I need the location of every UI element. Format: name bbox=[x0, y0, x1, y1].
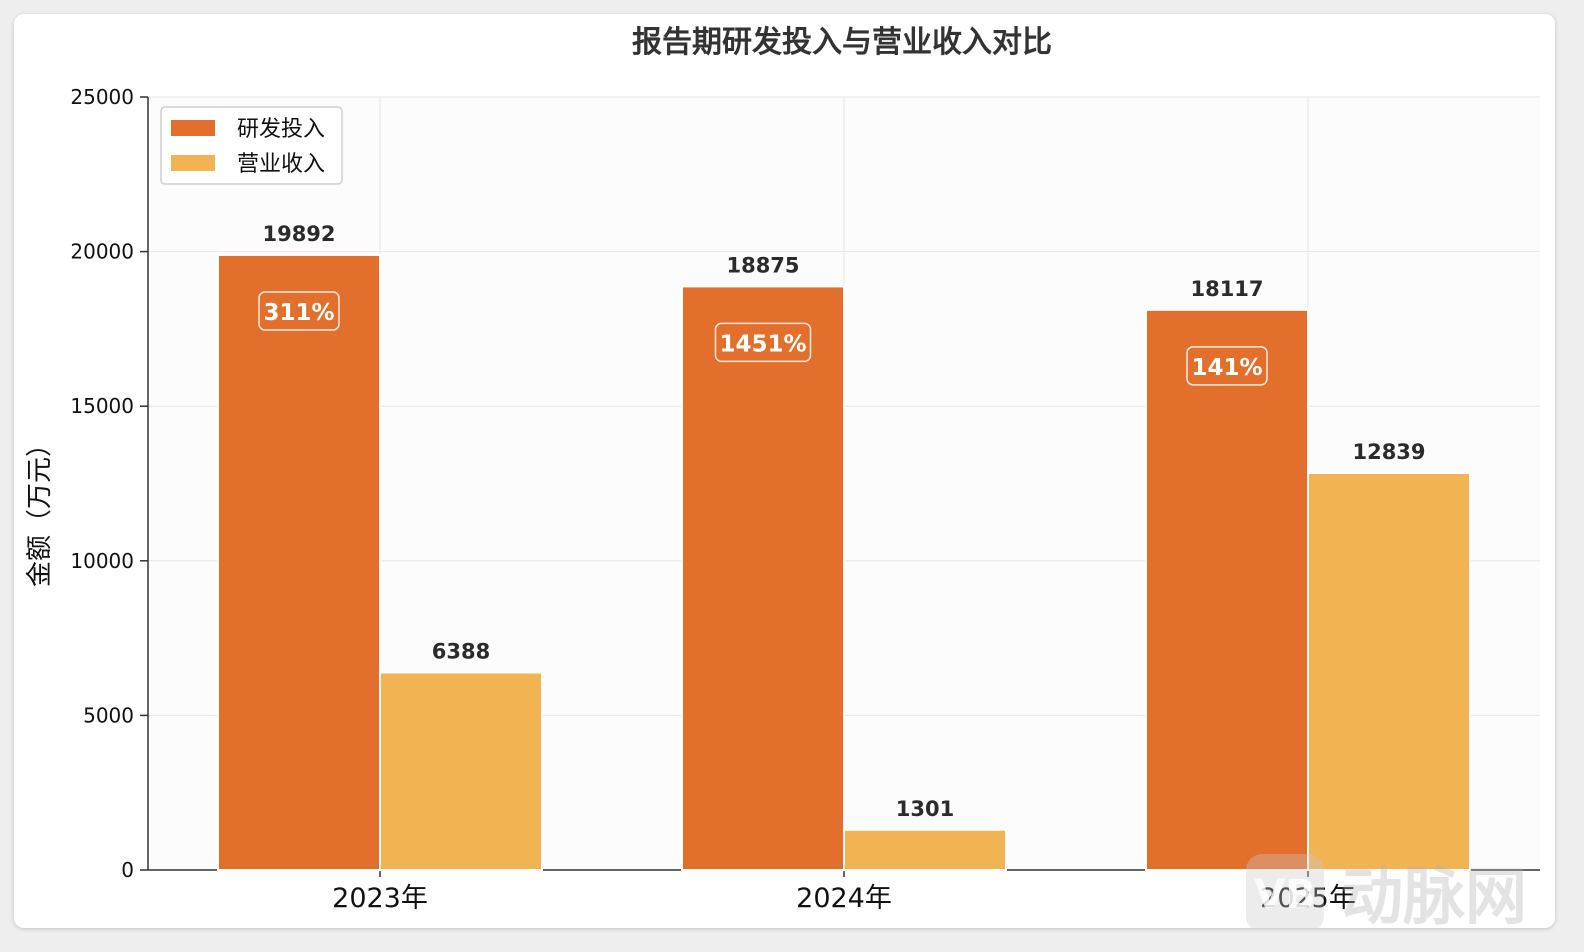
value-labels: 19892 6388 311% 18875 1301 1451% 18117 12839 141… bbox=[258, 222, 1426, 821]
x-tick-label: 2024年 bbox=[796, 883, 892, 914]
y-tick-label: 10000 bbox=[70, 549, 134, 573]
legend-swatch bbox=[171, 155, 215, 171]
legend-label: 营业收入 bbox=[237, 152, 325, 177]
ratio-badge-text: 141% bbox=[1191, 355, 1262, 381]
y-tick-label: 20000 bbox=[70, 240, 134, 264]
y-axis-label: 金额（万元） bbox=[25, 431, 55, 587]
y-tick-label: 0 bbox=[121, 858, 134, 882]
bar-value-label: 6388 bbox=[432, 639, 490, 663]
bar-revenue bbox=[843, 828, 1007, 871]
legend-swatch bbox=[171, 120, 215, 136]
ratio-badge-box bbox=[1186, 346, 1268, 386]
bar-chart: 报告期研发投入与营业收入对比 0 5000 10000 15000 20000 25000… bbox=[25, 25, 1540, 928]
bar-value-label: 1301 bbox=[896, 797, 954, 821]
vb-logo-icon bbox=[1246, 854, 1324, 928]
bar-revenue bbox=[379, 671, 543, 871]
bar-rd-investment bbox=[1145, 308, 1309, 871]
bar-rd-investment bbox=[217, 253, 381, 872]
y-tick-label: 5000 bbox=[83, 703, 134, 727]
bar-value-label: 12839 bbox=[1352, 440, 1425, 464]
chart-title: 报告期研发投入与营业收入对比 bbox=[632, 25, 1052, 60]
y-tick-label: 25000 bbox=[70, 85, 134, 109]
x-tick-label: 2025年 bbox=[1260, 883, 1356, 914]
y-tick-label: 15000 bbox=[70, 394, 134, 418]
ratio-badge-box bbox=[714, 322, 812, 363]
watermark-text: 动脉网 bbox=[1341, 860, 1527, 928]
bar-value-label: 19892 bbox=[262, 222, 335, 246]
ratio-badge-box bbox=[258, 291, 340, 331]
bars bbox=[217, 253, 1471, 872]
legend-label: 研发投入 bbox=[237, 117, 325, 142]
ratio-badge-text: 311% bbox=[263, 300, 334, 326]
chart-card: 报告期研发投入与营业收入对比 0 5000 10000 15000 20000 25000… bbox=[14, 14, 1555, 928]
bar-value-label: 18117 bbox=[1190, 277, 1263, 301]
axes: 0 5000 10000 15000 20000 25000 2023年 2024年 2025年 bbox=[70, 85, 1540, 914]
bar-value-label: 18875 bbox=[726, 253, 799, 277]
ratio-badge-text: 1451% bbox=[719, 331, 806, 357]
bar-rd-investment bbox=[681, 285, 845, 871]
x-tick-label: 2023年 bbox=[332, 883, 428, 914]
watermark: VB 动脉网 bbox=[1246, 854, 1527, 928]
vb-logo-glyph: VB bbox=[1254, 872, 1315, 918]
bar-revenue bbox=[1307, 472, 1471, 871]
